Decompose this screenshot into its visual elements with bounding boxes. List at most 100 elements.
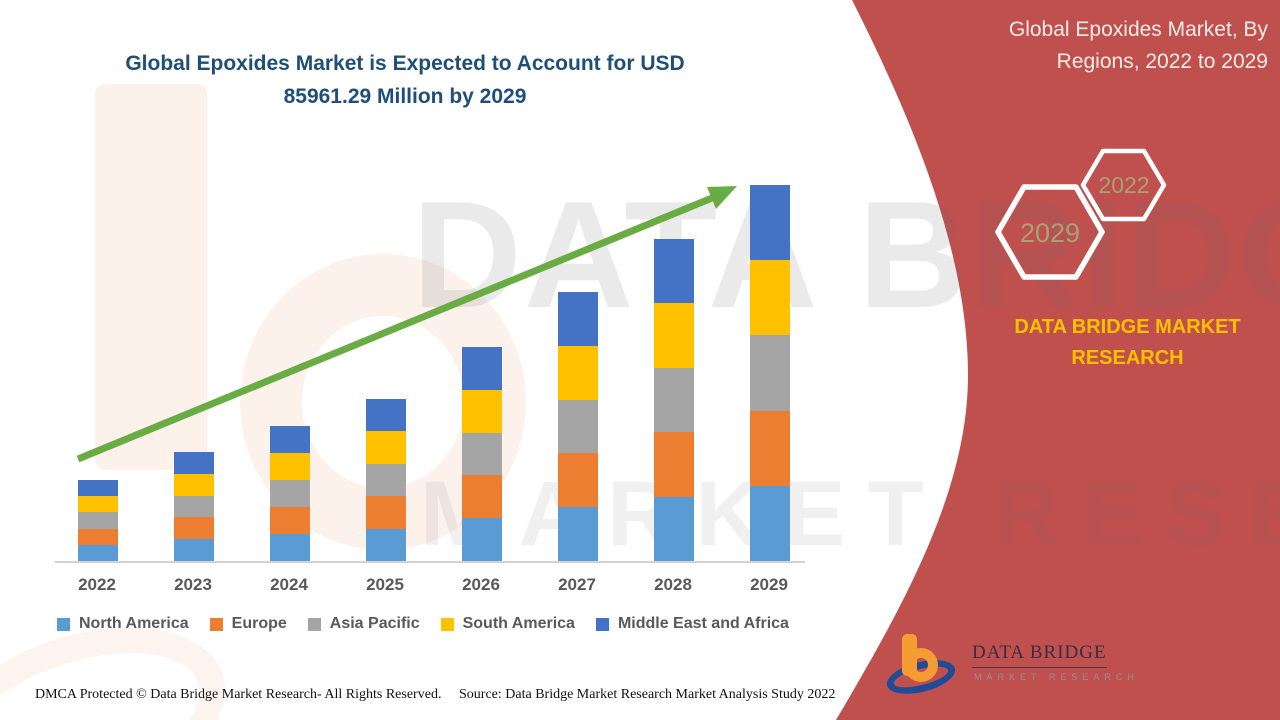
legend-label: North America: [79, 615, 189, 632]
brand-text: DATA BRIDGE MARKET RESEARCH: [985, 312, 1270, 374]
logo-b-icon-bowl: [904, 648, 938, 682]
stacked-bar-2026: [461, 347, 502, 561]
legend-item-asia-pacific: Asia Pacific: [307, 615, 420, 633]
bar-segment-south-america: [269, 452, 310, 480]
x-tick-2029: 2029: [750, 575, 788, 594]
stacked-bar-2027: [557, 291, 598, 561]
x-tick-2024: 2024: [270, 575, 308, 594]
bar-segment-middle-east-and-africa: [749, 184, 790, 261]
bar-segment-middle-east-and-africa: [173, 452, 214, 474]
bar-segment-middle-east-and-africa: [461, 347, 502, 390]
x-tick-2028: 2028: [654, 575, 692, 594]
trend-arrow-shaft: [76, 194, 714, 463]
bar-segment-south-america: [653, 303, 694, 368]
hexagon-2022-label: 2022: [1098, 172, 1150, 198]
bar-segment-south-america: [749, 260, 790, 336]
x-tick-2027: 2027: [558, 575, 596, 594]
databridge-logo: DATA BRIDGE MARKET RESEARCH: [883, 632, 1140, 707]
stacked-bar-2029: [749, 184, 790, 561]
bar-segment-asia-pacific: [653, 367, 694, 433]
bar-segment-north-america: [365, 528, 406, 561]
legend-label: Europe: [231, 615, 287, 632]
bar-segment-asia-pacific: [461, 432, 502, 476]
bar-segment-middle-east-and-africa: [269, 425, 310, 453]
bar-segment-asia-pacific: [365, 463, 406, 497]
x-tick-2026: 2026: [462, 575, 500, 594]
panel-title-line1: Global Epoxides Market, By: [1008, 18, 1268, 41]
bar-segment-north-america: [461, 518, 502, 561]
hexagon-2029: [995, 184, 1105, 280]
bar-segment-middle-east-and-africa: [653, 239, 694, 304]
bar-segment-europe: [269, 506, 310, 534]
bar-segment-south-america: [461, 389, 502, 433]
bar-segment-north-america: [173, 539, 214, 561]
legend-item-north-america: North America: [57, 615, 189, 633]
legend-item-europe: Europe: [209, 615, 287, 633]
bar-segment-south-america: [77, 496, 118, 513]
x-axis-line: [55, 561, 805, 563]
legend-item-south-america: South America: [440, 615, 575, 633]
bar-segment-europe: [77, 528, 118, 545]
bar-segment-middle-east-and-africa: [365, 398, 406, 432]
trend-arrow-head: [707, 186, 737, 209]
x-tick-2023: 2023: [174, 575, 212, 594]
bar-segment-north-america: [749, 485, 790, 561]
panel-title: Global Epoxides Market, By Regions, 2022…: [888, 14, 1268, 78]
legend-swatch-icon: [307, 617, 321, 631]
bar-segment-europe: [365, 496, 406, 529]
x-tick-2022: 2022: [78, 575, 116, 594]
bar-segment-north-america: [77, 544, 118, 561]
stacked-bar-2028: [653, 239, 694, 561]
dmca-text: DMCA Protected © Data Bridge Market Rese…: [35, 687, 442, 702]
bar-segment-asia-pacific: [557, 399, 598, 454]
bar-segment-asia-pacific: [269, 479, 310, 507]
red-side-panel-shape: [836, 0, 1280, 720]
panel-title-line2: Regions, 2022 to 2029: [1056, 50, 1268, 73]
bar-segment-middle-east-and-africa: [557, 291, 598, 346]
bar-segment-europe: [557, 453, 598, 508]
stacked-bar-2022: [77, 480, 118, 561]
bar-segment-asia-pacific: [749, 335, 790, 411]
legend-item-middle-east-and-africa: Middle East and Africa: [595, 615, 789, 633]
bar-segment-middle-east-and-africa: [77, 480, 118, 497]
bar-segment-south-america: [173, 473, 214, 496]
legend-swatch-icon: [209, 617, 223, 631]
logo-name: DATA BRIDGE: [972, 642, 1107, 668]
legend-label: South America: [462, 615, 575, 632]
bar-segment-europe: [461, 475, 502, 519]
source-text: Source: Data Bridge Market Research Mark…: [459, 687, 836, 702]
stacked-bar-2023: [173, 452, 214, 561]
bar-segment-europe: [653, 432, 694, 497]
bar-segment-asia-pacific: [77, 512, 118, 529]
legend-label: Middle East and Africa: [617, 615, 789, 632]
bar-segment-south-america: [557, 345, 598, 400]
chart-title-line1: Global Epoxides Market is Expected to Ac…: [125, 52, 685, 75]
brand-text-line1: DATA BRIDGE MARKET: [1014, 316, 1241, 338]
hexagon-2022: [1080, 148, 1167, 222]
bar-segment-north-america: [557, 507, 598, 561]
bar-segment-north-america: [653, 496, 694, 561]
hexagon-2029-label: 2029: [1019, 218, 1081, 248]
bar-segment-europe: [749, 410, 790, 486]
bar-segment-south-america: [365, 431, 406, 464]
bar-segment-asia-pacific: [173, 495, 214, 518]
brand-text-line2: RESEARCH: [1071, 347, 1184, 369]
stacked-bar-2025: [365, 398, 406, 561]
chart-title: Global Epoxides Market is Expected to Ac…: [40, 47, 770, 113]
bar-segment-europe: [173, 517, 214, 540]
legend-swatch-icon: [595, 617, 609, 631]
chart-title-line2: 85961.29 Million by 2029: [283, 85, 527, 108]
bar-segment-north-america: [269, 533, 310, 561]
stacked-bar-2024: [269, 425, 310, 561]
chart-legend: North America Europe Asia Pacific South Ame…: [57, 615, 789, 633]
x-tick-2025: 2025: [366, 575, 404, 594]
legend-swatch-icon: [57, 617, 70, 631]
legend-swatch-icon: [440, 617, 454, 631]
logo-subname: MARKET RESEARCH: [974, 672, 1139, 682]
x-axis-labels: 2022 2023 2024 2025 2026 2027 2028 2029: [49, 575, 817, 595]
